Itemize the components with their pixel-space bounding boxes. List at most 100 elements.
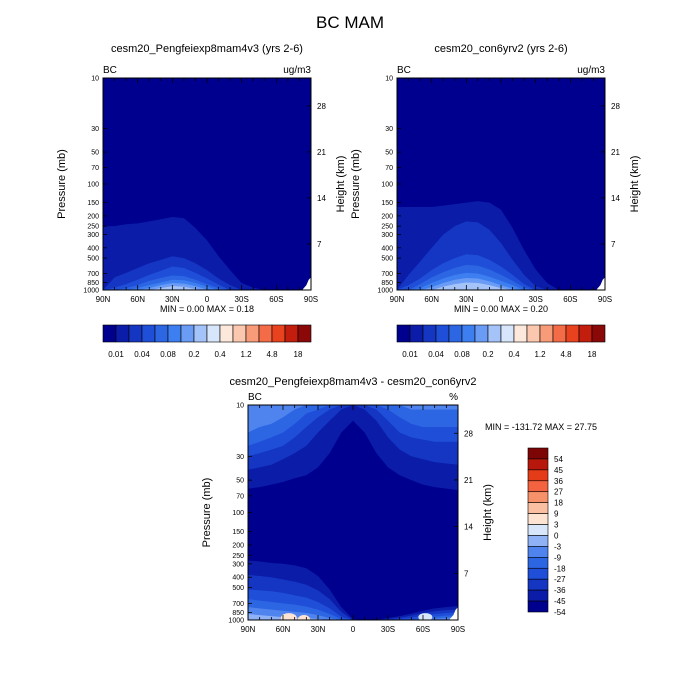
colorbar-box: [154, 324, 169, 343]
colorbar-box: [487, 324, 502, 343]
lat-tick-label: 90S: [598, 295, 612, 304]
colorbar-label: 0.4: [214, 350, 226, 359]
colorbar-box: [258, 324, 273, 343]
panel-title: cesm20_Pengfeiexp8mam4v3 - cesm20_con6yr…: [229, 376, 476, 388]
colorbar-box: [396, 324, 411, 343]
colorbar-label: 0.01: [402, 350, 418, 359]
lat-tick-label: 30N: [459, 295, 474, 304]
lat-tick-label: 30S: [529, 295, 543, 304]
colorbar-box: [500, 324, 515, 343]
lat-tick-label: 0: [351, 625, 356, 634]
colorbar-label: 0.08: [454, 350, 470, 359]
colorbar-box: [102, 324, 117, 343]
topography-mask: [596, 277, 605, 290]
colorbar-box: [527, 524, 549, 536]
pressure-tick-label: 250: [87, 224, 99, 231]
height-tick-label: 7: [464, 569, 469, 578]
height-tick-label: 14: [464, 523, 473, 532]
colorbar-box: [422, 324, 437, 343]
colorbar-label: 0.04: [134, 350, 150, 359]
colorbar-label: 27: [554, 488, 563, 497]
pressure-tick-label: 150: [381, 200, 393, 207]
colorbar-box: [527, 480, 549, 493]
pressure-tick-label: 300: [87, 232, 99, 239]
lat-tick-label: 30S: [381, 625, 395, 634]
lat-tick-label: 30N: [165, 295, 180, 304]
pressure-tick-label: 150: [87, 200, 99, 207]
pressure-tick-label: 850: [232, 610, 244, 617]
pressure-tick-label: 10: [236, 403, 244, 410]
height-tick-label: 21: [464, 476, 473, 485]
colorbar-box: [128, 324, 143, 343]
colorbar-box: [527, 447, 549, 460]
contour-fills: [103, 78, 311, 290]
colorbar-label: -9: [554, 553, 562, 562]
contour-fills: [248, 405, 458, 620]
colorbar-box: [539, 324, 554, 343]
pressure-tick-label: 500: [87, 256, 99, 263]
height-tick-label: 14: [317, 194, 326, 203]
positive-patch: [298, 615, 310, 620]
y-axis-title-right: Height (km): [482, 484, 494, 541]
colorbar-box: [513, 324, 528, 343]
y-axis-title: Pressure (mb): [56, 149, 68, 219]
lat-tick-label: 90N: [390, 295, 405, 304]
colorbar-box: [527, 469, 549, 482]
pressure-tick-label: 700: [87, 271, 99, 278]
lat-tick-label: 0: [499, 295, 504, 304]
pressure-tick-label: 400: [381, 245, 393, 252]
colorbar-box: [219, 324, 234, 343]
variable-label: BC: [248, 392, 262, 403]
min-max-text: MIN = 0.00 MAX = 0.20: [454, 304, 548, 314]
panel-difference: 1030507010015020025030040050070085010002…: [201, 376, 597, 634]
variable-label: BC: [397, 65, 411, 76]
colorbar-box: [527, 578, 549, 591]
lat-tick-label: 60N: [424, 295, 439, 304]
panel-title: cesm20_con6yrv2 (yrs 2-6): [434, 43, 567, 55]
lat-tick-label: 90S: [304, 295, 318, 304]
colorbar-label: 0.08: [160, 350, 176, 359]
colorbar-box: [552, 324, 567, 343]
colorbar-box: [527, 502, 549, 514]
pressure-tick-label: 30: [236, 454, 244, 461]
colorbar-label: 3: [554, 521, 559, 530]
colorbar-box: [578, 324, 593, 343]
pressure-tick-label: 200: [381, 213, 393, 220]
colorbar-box: [271, 324, 286, 343]
colorbar-label: 4.8: [560, 350, 572, 359]
pressure-tick-label: 500: [381, 256, 393, 263]
lat-tick-label: 90N: [241, 625, 256, 634]
pressure-tick-label: 50: [236, 478, 244, 485]
lat-tick-label: 60N: [130, 295, 145, 304]
min-max-text: MIN = 0.00 MAX = 0.18: [160, 304, 254, 314]
contour-fill: [248, 405, 458, 446]
colorbar-label: 18: [294, 350, 303, 359]
pressure-tick-label: 70: [236, 493, 244, 500]
colorbar-label: 18: [554, 499, 563, 508]
colorbar-box: [474, 324, 489, 343]
colorbar-label: -27: [554, 575, 566, 584]
colorbar-label: 0.2: [482, 350, 494, 359]
colorbar-box: [206, 324, 221, 343]
colorbar-label: -36: [554, 586, 566, 595]
colorbar-label: 0.2: [188, 350, 200, 359]
colorbar-box: [167, 324, 182, 343]
colorbar-box: [409, 324, 424, 343]
y-axis-title-right: Height (km): [629, 156, 641, 213]
colorbar-box: [245, 324, 260, 343]
height-tick-label: 7: [611, 240, 616, 249]
contour-fill: [103, 283, 311, 290]
pressure-tick-label: 100: [87, 182, 99, 189]
lat-tick-label: 60N: [276, 625, 291, 634]
pressure-tick-label: 70: [385, 165, 393, 172]
colorbar-box: [193, 324, 208, 343]
colorbar-box: [527, 546, 549, 558]
colorbar-box: [141, 324, 156, 343]
units-label: %: [449, 392, 458, 403]
lat-tick-label: 60S: [416, 625, 430, 634]
pressure-tick-label: 30: [385, 126, 393, 133]
panel-experiment: 1030507010015020025030040050070085010002…: [56, 43, 347, 359]
colorbar-box: [115, 324, 130, 343]
colorbar-box: [527, 600, 549, 613]
